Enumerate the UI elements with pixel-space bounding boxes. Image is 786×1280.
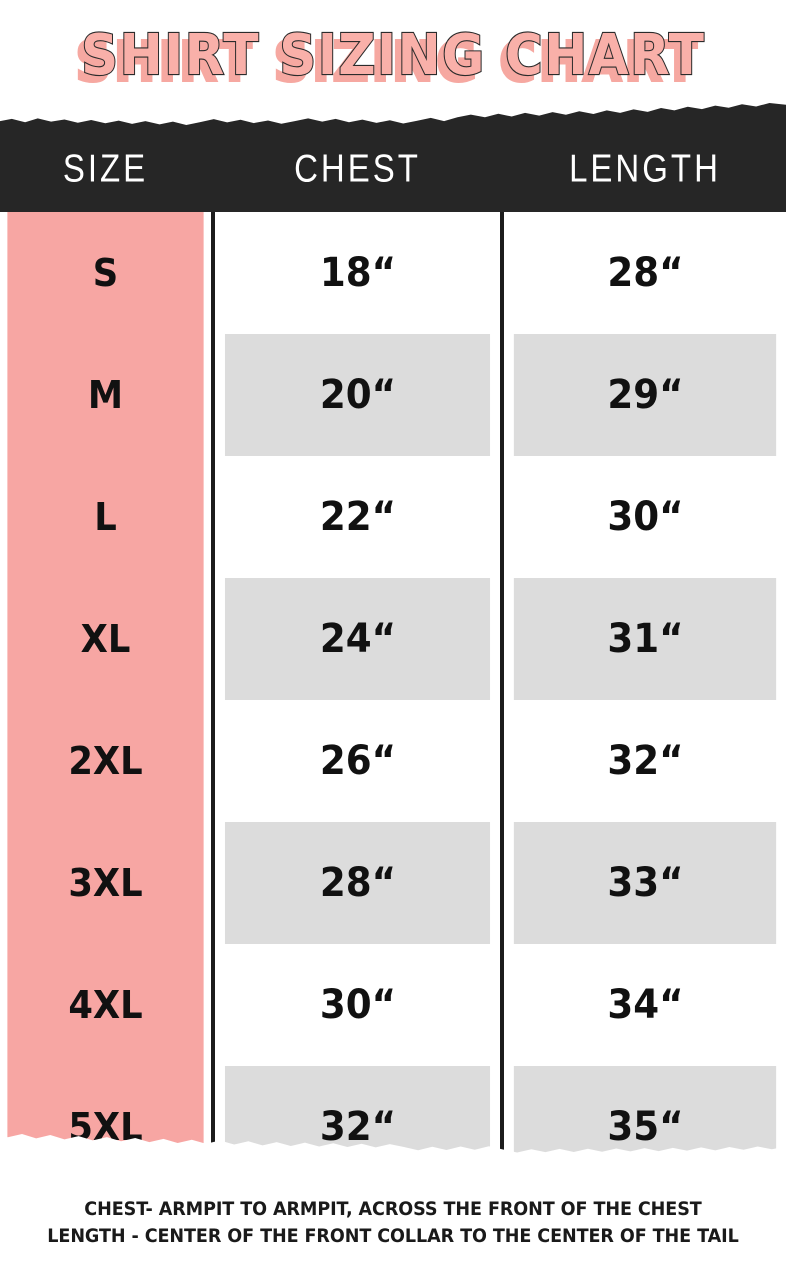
cell-chest: 20 “ (224, 334, 491, 456)
footnote-length: LENGTH - CENTER OF THE FRONT COLLAR TO T… (47, 1226, 739, 1247)
table-row: 2XL 26 “32 “ (0, 700, 786, 822)
cell-chest: 26 “ (224, 700, 491, 822)
footnotes: CHEST- ARMPIT TO ARMPIT, ACROSS THE FRON… (0, 1196, 786, 1250)
table-row: S 18 “28 “ (0, 212, 786, 334)
cell-chest-value: 18 (319, 250, 372, 296)
cell-size: 5XL (7, 1066, 204, 1153)
row-divider-1 (211, 1066, 215, 1153)
table-header-row: SIZE CHEST LENGTH (0, 102, 786, 212)
inch-mark-icon: “ (659, 372, 683, 418)
row-divider-1 (211, 334, 215, 456)
cell-size: 4XL (7, 944, 204, 1066)
cell-chest: 32 “ (224, 1066, 491, 1153)
inch-mark-icon: “ (659, 738, 683, 784)
cell-length-value: 33 (607, 860, 660, 906)
cell-length-value: 29 (607, 372, 660, 418)
row-divider-2 (500, 1066, 504, 1153)
cell-chest-value: 26 (319, 738, 372, 784)
inch-mark-icon: “ (371, 738, 396, 784)
footnote-chest: CHEST- ARMPIT TO ARMPIT, ACROSS THE FRON… (84, 1199, 702, 1220)
cell-chest-value: 22 (319, 494, 372, 540)
cell-size: S (7, 212, 204, 334)
row-divider-1 (211, 456, 215, 578)
cell-length-value: 35 (607, 1104, 660, 1150)
cell-length: 28 “ (513, 212, 777, 334)
row-divider-1 (211, 700, 215, 822)
cell-chest: 28 “ (224, 822, 491, 944)
row-divider-2 (500, 578, 504, 700)
inch-mark-icon: “ (371, 616, 396, 662)
cell-chest: 18 “ (224, 212, 491, 334)
row-divider-2 (500, 334, 504, 456)
inch-mark-icon: “ (659, 1104, 683, 1150)
cell-chest-value: 32 (319, 1104, 372, 1150)
cell-length-value: 32 (607, 738, 660, 784)
column-header-chest: CHEST (294, 145, 421, 190)
row-divider-1 (211, 578, 215, 700)
cell-length: 29 “ (513, 334, 777, 456)
cell-length-value: 34 (607, 982, 660, 1028)
row-divider-1 (211, 212, 215, 334)
cell-size: M (7, 334, 204, 456)
cell-length-value: 30 (607, 494, 660, 540)
inch-mark-icon: “ (371, 982, 396, 1028)
cell-length: 30 “ (513, 456, 777, 578)
page-title-shadow: SHIRT SIZING CHART (74, 30, 699, 95)
cell-size: L (7, 456, 204, 578)
cell-chest: 30 “ (224, 944, 491, 1066)
row-divider-2 (500, 944, 504, 1066)
inch-mark-icon: “ (371, 250, 396, 296)
row-divider-1 (211, 944, 215, 1066)
cell-chest: 22 “ (224, 456, 491, 578)
table-row: 4XL 30 “34 “ (0, 944, 786, 1066)
row-divider-2 (500, 212, 504, 334)
inch-mark-icon: “ (659, 250, 683, 296)
inch-mark-icon: “ (659, 982, 683, 1028)
cell-length: 35 “ (513, 1066, 777, 1153)
cell-length: 33 “ (513, 822, 777, 944)
cell-chest: 24 “ (224, 578, 491, 700)
table-row: M 20 “29 “ (0, 334, 786, 456)
inch-mark-icon: “ (659, 616, 683, 662)
inch-mark-icon: “ (659, 860, 683, 906)
row-divider-2 (500, 456, 504, 578)
cell-size: 2XL (7, 700, 204, 822)
table-row: 3XL 28 “33 “ (0, 822, 786, 944)
row-divider-2 (500, 700, 504, 822)
table-row: 5XL 32 “35 “ (0, 1066, 786, 1153)
table-row: XL 24 “31 “ (0, 578, 786, 700)
column-header-length: LENGTH (569, 145, 721, 190)
row-divider-2 (500, 822, 504, 944)
inch-mark-icon: “ (371, 1104, 396, 1150)
cell-length: 31 “ (513, 578, 777, 700)
page-title-text: SHIRT SIZING CHART (80, 23, 706, 88)
cell-chest-value: 24 (319, 616, 372, 662)
cell-length: 34 “ (513, 944, 777, 1066)
cell-length-value: 31 (607, 616, 660, 662)
column-header-size: SIZE (62, 145, 149, 190)
inch-mark-icon: “ (371, 372, 396, 418)
cell-size: 3XL (7, 822, 204, 944)
cell-size: XL (7, 578, 204, 700)
table-body: S 18 “28 “M 20 “29 “L 22 “30 “XL 24 “31 “2XL 26 “32 “3X… (0, 212, 786, 1153)
inch-mark-icon: “ (659, 494, 683, 540)
page-title: SHIRT SIZING CHART SHIRT SIZING CHART (74, 26, 705, 91)
row-divider-1 (211, 822, 215, 944)
title-area: SHIRT SIZING CHART SHIRT SIZING CHART (0, 0, 786, 112)
cell-chest-value: 20 (319, 372, 372, 418)
inch-mark-icon: “ (371, 494, 396, 540)
cell-length: 32 “ (513, 700, 777, 822)
cell-length-value: 28 (607, 250, 660, 296)
cell-chest-value: 30 (319, 982, 372, 1028)
sizing-table: SIZE CHEST LENGTH S 18 “28 “M 20 “29 “L 22 “30 “X… (0, 102, 786, 1153)
cell-chest-value: 28 (319, 860, 372, 906)
table-row: L 22 “30 “ (0, 456, 786, 578)
inch-mark-icon: “ (371, 860, 396, 906)
